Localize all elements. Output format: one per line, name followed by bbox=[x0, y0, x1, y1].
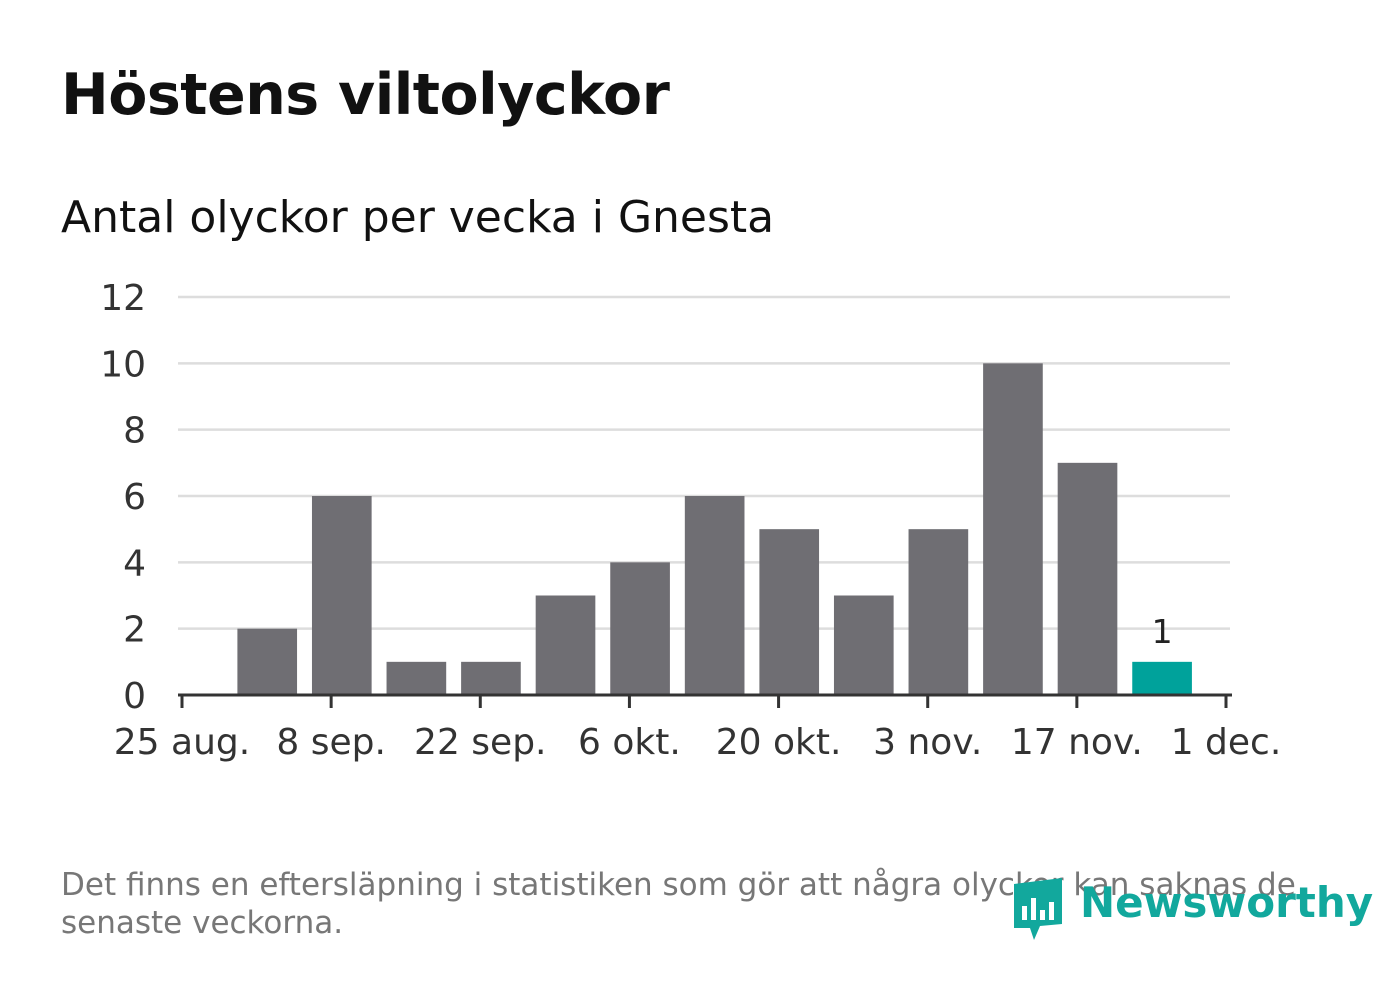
footnote: Det finns en eftersläpning i statistiken… bbox=[61, 867, 1296, 941]
bars bbox=[237, 363, 1192, 695]
y-tick-label: 2 bbox=[123, 610, 146, 651]
x-axis-labels: 25 aug. 8 sep. 22 sep. 6 okt. 20 okt. 3 nov. 1… bbox=[114, 722, 1282, 763]
bar bbox=[237, 628, 298, 695]
highlight-bar bbox=[1132, 661, 1192, 695]
data-labels: 1 bbox=[1152, 612, 1173, 651]
x-axis bbox=[178, 693, 1232, 708]
y-tick-label: 6 bbox=[123, 477, 146, 518]
x-tick-label: 22 sep. bbox=[414, 722, 546, 763]
newsworthy-logo-icon bbox=[1014, 878, 1062, 940]
x-tick-label: 25 aug. bbox=[114, 722, 250, 763]
x-tick-label: 1 dec. bbox=[1171, 722, 1282, 763]
bar bbox=[311, 496, 372, 695]
bar bbox=[461, 661, 521, 695]
bar bbox=[684, 496, 745, 695]
bar bbox=[833, 595, 894, 695]
bar bbox=[983, 363, 1043, 695]
data-label: 1 bbox=[1152, 612, 1173, 651]
chart-title: Höstens viltolyckor bbox=[61, 62, 670, 128]
x-tick-label: 20 okt. bbox=[716, 722, 842, 763]
bar bbox=[1057, 462, 1118, 695]
newsworthy-logo: Newsworthy bbox=[1010, 876, 1373, 944]
bar bbox=[535, 595, 596, 695]
chart-subtitle: Antal olyckor per vecka i Gnesta bbox=[61, 192, 775, 243]
x-tick-label: 6 okt. bbox=[578, 722, 681, 763]
bar bbox=[610, 562, 670, 695]
y-tick-label: 10 bbox=[100, 344, 146, 385]
bar bbox=[759, 529, 820, 695]
y-tick-label: 4 bbox=[123, 543, 146, 584]
x-tick-label: 17 nov. bbox=[1011, 722, 1143, 763]
y-tick-label: 8 bbox=[123, 411, 146, 452]
newsworthy-logo-text: Newsworthy bbox=[1080, 878, 1374, 927]
bar bbox=[386, 661, 447, 695]
x-tick-label: 8 sep. bbox=[276, 722, 386, 763]
bar bbox=[908, 529, 969, 695]
y-tick-label: 0 bbox=[123, 676, 146, 717]
y-axis-labels: 0 2 4 6 8 10 12 bbox=[100, 278, 146, 717]
x-tick-label: 3 nov. bbox=[873, 722, 982, 763]
y-tick-label: 12 bbox=[100, 278, 146, 319]
